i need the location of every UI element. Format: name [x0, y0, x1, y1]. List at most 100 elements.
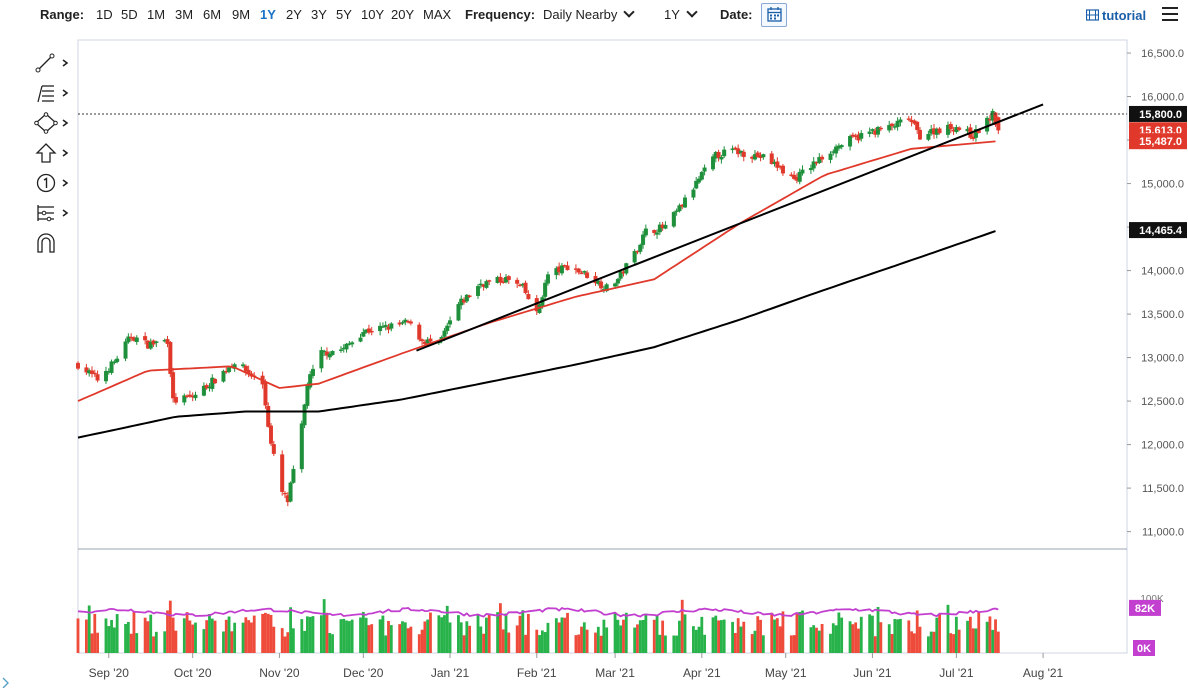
- volume-bar: [459, 622, 463, 653]
- volume-bar: [761, 635, 765, 653]
- volume-bar: [834, 625, 838, 653]
- range-button-3y[interactable]: 3Y: [311, 7, 327, 22]
- candle-body: [557, 266, 562, 273]
- candle-body: [252, 375, 257, 377]
- range-button-2y[interactable]: 2Y: [286, 7, 302, 22]
- indicator-lines: [77, 103, 1127, 439]
- range-button-3m[interactable]: 3M: [175, 7, 194, 22]
- fibonacci-tool-button[interactable]: [34, 82, 74, 104]
- magnet-tool-button[interactable]: [34, 232, 74, 254]
- hamburger-menu-icon[interactable]: [1162, 7, 1178, 21]
- price-label-box: [1129, 105, 1187, 122]
- candle-body: [291, 468, 296, 483]
- volume-bar: [736, 618, 740, 653]
- volume-bar: [580, 626, 583, 653]
- candle-body: [722, 149, 727, 157]
- candle-body: [876, 127, 881, 135]
- magnet-icon: [37, 233, 55, 253]
- candle-body: [143, 336, 148, 341]
- candle-body: [677, 205, 682, 212]
- candle-body: [260, 375, 265, 385]
- volume-average-label: 82K: [1135, 603, 1155, 615]
- resize-corner-icon[interactable]: [0, 674, 14, 689]
- candle-body: [378, 325, 383, 332]
- candle-body: [990, 110, 995, 121]
- range-button-10y[interactable]: 10Y: [361, 7, 385, 22]
- shape-tool-icon: [34, 112, 69, 134]
- volume-bar: [319, 615, 323, 653]
- volume-bar: [110, 620, 113, 653]
- candle-body: [752, 154, 757, 160]
- volume-average-box: [1129, 599, 1161, 616]
- candle-body: [618, 271, 623, 279]
- calendar-button[interactable]: [761, 3, 787, 27]
- volume-bar: [364, 617, 368, 653]
- volume-bar: [202, 629, 206, 653]
- candle-body: [867, 131, 872, 134]
- candle-body: [224, 371, 229, 373]
- volume-bar: [247, 620, 251, 653]
- volume-bar: [742, 621, 746, 653]
- range-button-1d[interactable]: 1D: [96, 7, 113, 22]
- candle-body: [103, 370, 108, 382]
- range-button-1m[interactable]: 1M: [147, 7, 166, 22]
- volume-bar: [577, 634, 581, 653]
- volume-tick-label: 100K: [1140, 594, 1164, 605]
- candle-body: [621, 271, 626, 274]
- annotation-tool-button[interactable]: [34, 172, 74, 194]
- tutorial-link[interactable]: tutorial: [1085, 8, 1146, 23]
- candle-body: [162, 340, 167, 342]
- shape-tool-button[interactable]: [34, 112, 74, 134]
- volume-bar: [222, 631, 225, 653]
- candle-body: [641, 234, 646, 245]
- range-button-max[interactable]: MAX: [423, 7, 452, 22]
- range-button-9m[interactable]: 9M: [232, 7, 251, 22]
- line-tool-button[interactable]: [34, 52, 74, 74]
- volume-bar: [871, 615, 874, 653]
- measure-tool-button[interactable]: [34, 202, 74, 224]
- candle-body: [243, 365, 248, 372]
- period-dropdown[interactable]: 1Y: [664, 6, 698, 23]
- date-tick-label: Jun '21: [853, 666, 892, 680]
- candle-body: [655, 232, 660, 235]
- candle-body: [283, 492, 288, 495]
- candle-body: [380, 326, 385, 328]
- volume-bar: [359, 617, 362, 653]
- candle-body: [657, 224, 662, 233]
- volume-bar: [599, 635, 603, 653]
- range-button-5y[interactable]: 5Y: [336, 7, 352, 22]
- range-button-20y[interactable]: 20Y: [391, 7, 415, 22]
- frequency-dropdown[interactable]: Daily Nearby: [543, 6, 636, 23]
- candle-body: [839, 145, 844, 148]
- arrow-tool-button[interactable]: [34, 142, 74, 164]
- volume-bar: [739, 626, 743, 653]
- date-tick-label: Sep '20: [89, 666, 130, 680]
- volume-bar: [857, 628, 860, 653]
- volume-bar: [84, 619, 88, 653]
- price-tick-label: 11,500.0: [1142, 483, 1184, 495]
- candle-body: [266, 405, 271, 427]
- range-button-6m[interactable]: 6M: [203, 7, 222, 22]
- volume-bar: [918, 626, 922, 653]
- candle-body: [716, 151, 721, 159]
- volume-bar: [848, 621, 852, 653]
- candle-body: [131, 337, 136, 341]
- candle-body: [780, 165, 785, 174]
- candle-body: [873, 130, 878, 135]
- volume-bar: [417, 634, 421, 653]
- price-tick-label: 13,000.0: [1141, 353, 1184, 365]
- candle-body: [420, 339, 425, 342]
- volume-bar: [566, 612, 569, 653]
- price-label-box: [1129, 222, 1187, 239]
- volume-bar: [619, 625, 623, 653]
- volume-bar: [149, 614, 153, 653]
- range-button-1y[interactable]: 1Y: [260, 7, 276, 22]
- price-tick-label: 12,500.0: [1141, 396, 1184, 408]
- candle-body: [369, 330, 374, 333]
- candle-body: [221, 370, 226, 382]
- candle-body: [386, 326, 391, 330]
- volume-bar: [658, 634, 662, 653]
- range-button-5d[interactable]: 5D: [121, 7, 138, 22]
- candle-body: [929, 129, 934, 134]
